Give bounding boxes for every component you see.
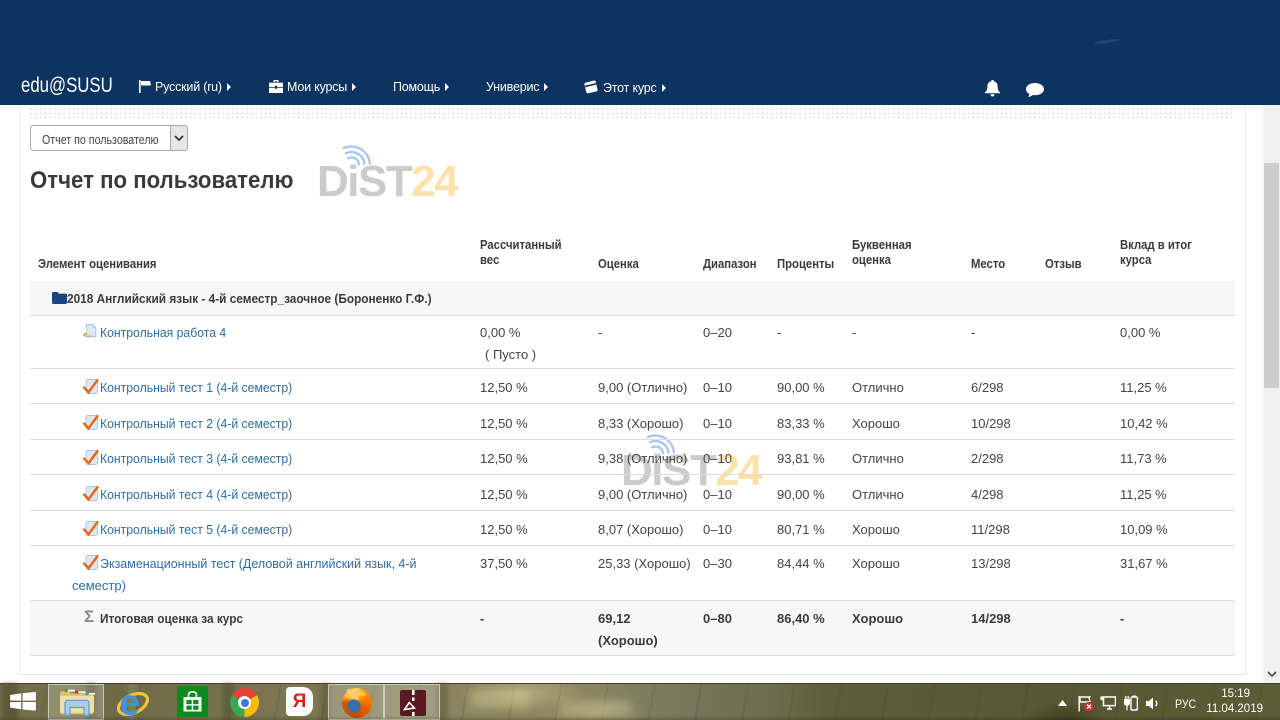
svg-text:e: e (120, 685, 141, 719)
